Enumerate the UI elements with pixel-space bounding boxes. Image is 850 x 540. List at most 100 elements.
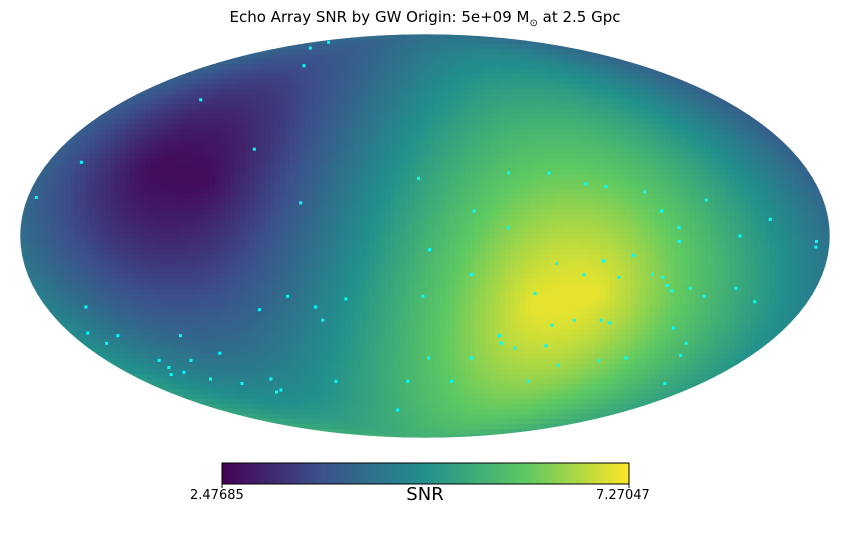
- heatmap-cell: [625, 204, 631, 210]
- heatmap-cell: [240, 64, 246, 70]
- heatmap-cell: [280, 84, 286, 90]
- heatmap-cell: [390, 174, 396, 180]
- heatmap-cell: [35, 179, 41, 185]
- heatmap-cell: [475, 199, 481, 205]
- heatmap-cell: [215, 74, 221, 80]
- heatmap-cell: [690, 124, 696, 130]
- heatmap-cell: [620, 209, 626, 215]
- heatmap-cell: [130, 159, 136, 165]
- heatmap-cell: [300, 224, 306, 230]
- heatmap-cell: [475, 54, 481, 60]
- heatmap-cell: [105, 209, 111, 215]
- heatmap-cell: [530, 179, 536, 185]
- heatmap-cell: [475, 44, 481, 50]
- heatmap-cell: [330, 54, 336, 60]
- heatmap-cell: [225, 164, 231, 170]
- heatmap-cell: [670, 194, 676, 200]
- heatmap-cell: [180, 194, 186, 200]
- heatmap-cell: [680, 124, 686, 130]
- heatmap-cell: [620, 109, 626, 115]
- heatmap-cell: [385, 174, 391, 180]
- heatmap-cell: [670, 114, 676, 120]
- heatmap-cell: [630, 164, 636, 170]
- heatmap-cell: [700, 204, 706, 210]
- heatmap-cell: [435, 144, 441, 150]
- heatmap-cell: [25, 204, 31, 210]
- heatmap-cell: [545, 179, 551, 185]
- heatmap-cell: [645, 119, 651, 125]
- heatmap-cell: [280, 59, 286, 65]
- heatmap-cell: [805, 189, 811, 195]
- heatmap-cell: [515, 69, 521, 75]
- heatmap-cell: [340, 119, 346, 125]
- heatmap-cell: [460, 219, 466, 225]
- heatmap-cell: [130, 129, 136, 135]
- heatmap-cell: [365, 89, 371, 95]
- heatmap-cell: [255, 104, 261, 110]
- heatmap-cell: [330, 69, 336, 75]
- heatmap-cell: [130, 199, 136, 205]
- heatmap-cell: [690, 109, 696, 115]
- heatmap-cell: [715, 144, 721, 150]
- heatmap-cell: [170, 79, 176, 85]
- heatmap-cell: [800, 199, 806, 205]
- heatmap-cell: [545, 144, 551, 150]
- heatmap-cell: [320, 94, 326, 100]
- heatmap-cell: [335, 199, 341, 205]
- heatmap-cell: [495, 64, 501, 70]
- heatmap-cell: [95, 204, 101, 210]
- heatmap-cell: [695, 224, 701, 230]
- heatmap-cell: [375, 189, 381, 195]
- heatmap-cell: [475, 209, 481, 215]
- heatmap-cell: [500, 149, 506, 155]
- heatmap-cell: [80, 129, 86, 135]
- heatmap-cell: [345, 189, 351, 195]
- heatmap-cell: [715, 169, 721, 175]
- heatmap-cell: [120, 194, 126, 200]
- heatmap-cell: [230, 224, 236, 230]
- heatmap-cell: [380, 109, 386, 115]
- heatmap-cell: [185, 179, 191, 185]
- heatmap-cell: [605, 149, 611, 155]
- heatmap-cell: [390, 224, 396, 230]
- heatmap-cell: [720, 174, 726, 180]
- heatmap-cell: [380, 224, 386, 230]
- heatmap-cell: [460, 79, 466, 85]
- heatmap-cell: [350, 129, 356, 135]
- heatmap-cell: [360, 214, 366, 220]
- heatmap-cell: [750, 154, 756, 160]
- heatmap-cell: [485, 184, 491, 190]
- heatmap-cell: [165, 139, 171, 145]
- heatmap-cell: [655, 159, 661, 165]
- heatmap-cell: [545, 189, 551, 195]
- heatmap-cell: [565, 104, 571, 110]
- heatmap-cell: [755, 214, 761, 220]
- heatmap-cell: [535, 84, 541, 90]
- heatmap-cell: [170, 84, 176, 90]
- heatmap-cell: [520, 159, 526, 165]
- heatmap-cell: [175, 119, 181, 125]
- heatmap-cell: [110, 179, 116, 185]
- heatmap-cell: [585, 219, 591, 225]
- heatmap-cell: [395, 144, 401, 150]
- heatmap-cell: [425, 109, 431, 115]
- heatmap-cell: [315, 129, 321, 135]
- heatmap-cell: [445, 69, 451, 75]
- heatmap-cell: [590, 54, 596, 60]
- heatmap-cell: [435, 39, 441, 45]
- heatmap-cell: [540, 144, 546, 150]
- heatmap-cell: [460, 179, 466, 185]
- heatmap-cell: [620, 64, 626, 70]
- heatmap-cell: [650, 69, 656, 75]
- heatmap-cell: [235, 124, 241, 130]
- heatmap-cell: [785, 194, 791, 200]
- heatmap-cell: [410, 49, 416, 55]
- heatmap-cell: [90, 194, 96, 200]
- heatmap-cell: [435, 204, 441, 210]
- heatmap-cell: [465, 89, 471, 95]
- heatmap-cell: [150, 109, 156, 115]
- heatmap-cell: [600, 79, 606, 85]
- heatmap-cell: [180, 204, 186, 210]
- heatmap-cell: [305, 124, 311, 130]
- heatmap-cell: [370, 129, 376, 135]
